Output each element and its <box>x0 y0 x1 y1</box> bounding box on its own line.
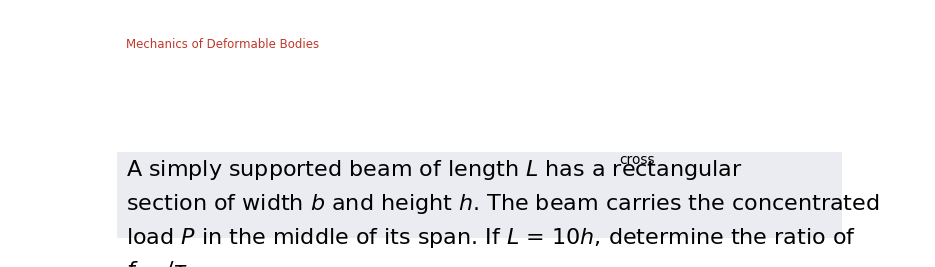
Text: A simply supported beam of length $\mathit{L}$ has a rectangular: A simply supported beam of length $\math… <box>125 159 742 182</box>
Text: section of width $\mathit{b}$ and height $\mathit{h}$. The beam carries the conc: section of width $\mathit{b}$ and height… <box>125 193 879 216</box>
Text: load $\mathit{P}$ in the middle of its span. If $\mathit{L}$ = 10$\mathit{h}$, d: load $\mathit{P}$ in the middle of its s… <box>125 226 856 250</box>
Text: cross: cross <box>619 153 654 167</box>
Text: $f\!_{b_{\mathrm{max}}}$/$\tau_{\mathrm{max}}$.: $f\!_{b_{\mathrm{max}}}$/$\tau_{\mathrm{… <box>125 260 226 267</box>
Bar <box>117 152 842 238</box>
Text: Mechanics of Deformable Bodies: Mechanics of Deformable Bodies <box>125 38 319 51</box>
